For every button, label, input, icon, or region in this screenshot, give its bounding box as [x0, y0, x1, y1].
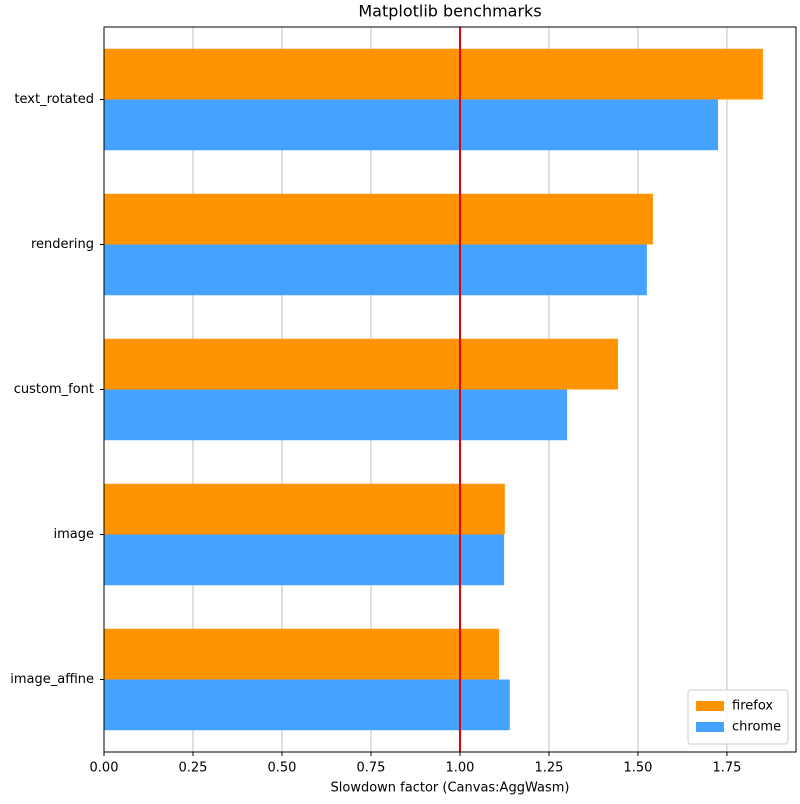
x-tick-label: 1.00 — [445, 761, 474, 776]
legend-swatch — [696, 701, 724, 711]
bar — [104, 193, 653, 245]
x-axis-label: Slowdown factor (Canvas:AggWasm) — [331, 781, 570, 796]
y-tick-label: image_affine — [10, 672, 94, 687]
y-tick-label: custom_font — [14, 382, 94, 397]
x-tick-label: 0.50 — [268, 761, 297, 776]
y-tick-label: image — [54, 527, 95, 542]
bar — [104, 628, 500, 680]
bar — [104, 99, 719, 151]
y-tick-label: rendering — [31, 237, 94, 252]
bar — [104, 338, 619, 390]
legend-label: chrome — [732, 720, 781, 735]
bar — [104, 483, 505, 535]
axes-frame — [103, 26, 797, 753]
bar — [104, 679, 510, 731]
x-tick-label: 0.75 — [356, 761, 385, 776]
x-tick-label: 0.25 — [179, 761, 208, 776]
x-tick-label: 1.50 — [623, 761, 652, 776]
bar — [104, 48, 763, 100]
legend-label: firefox — [732, 699, 773, 714]
bar — [104, 244, 647, 296]
x-tick-label: 1.75 — [712, 761, 741, 776]
bar — [104, 389, 568, 441]
chart-title: Matplotlib benchmarks — [358, 2, 541, 21]
bar — [104, 534, 505, 586]
x-tick-label: 1.25 — [534, 761, 563, 776]
x-tick-label: 0.00 — [90, 761, 119, 776]
y-tick-label: text_rotated — [14, 92, 94, 107]
legend-swatch — [696, 722, 724, 732]
